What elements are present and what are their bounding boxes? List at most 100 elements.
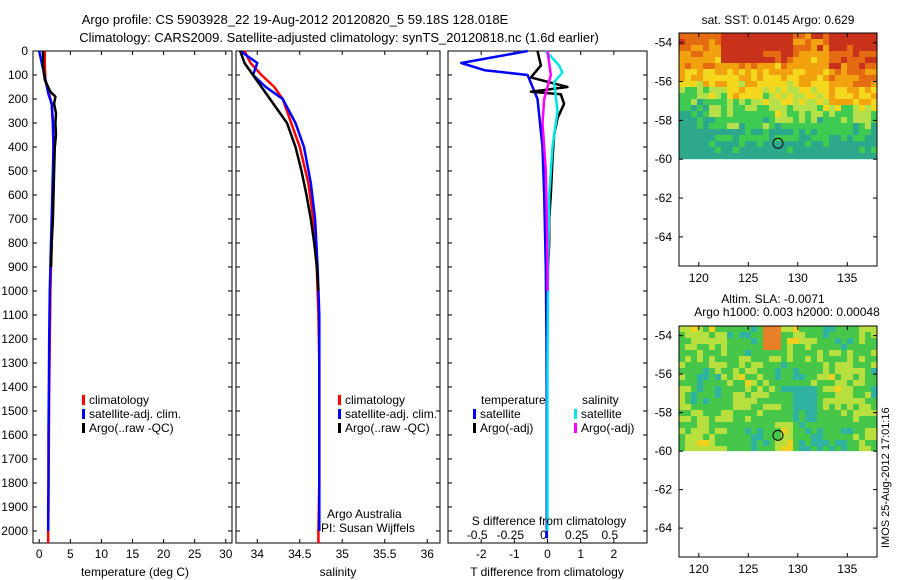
- map-cell: [727, 51, 733, 57]
- map-cell: [853, 350, 859, 356]
- map-cell: [829, 326, 835, 332]
- map-cell: [763, 428, 769, 434]
- map-cell: [715, 33, 721, 39]
- map-cell: [793, 362, 799, 368]
- map-cell: [691, 135, 697, 141]
- depth-tick-label: 200: [8, 92, 28, 106]
- legend-label: Argo(-adj): [480, 421, 533, 435]
- map-cell: [781, 81, 787, 87]
- map-cell: [859, 362, 865, 368]
- map-cell: [739, 392, 745, 398]
- map-cell: [769, 398, 775, 404]
- map-cell: [769, 350, 775, 356]
- map-cell: [793, 153, 799, 159]
- map-cell: [835, 57, 841, 63]
- map-cell: [835, 81, 841, 87]
- map-cell: [679, 129, 685, 135]
- map-cell: [697, 368, 703, 374]
- map-cell: [871, 75, 877, 81]
- map-cell: [829, 368, 835, 374]
- map-cell: [745, 356, 751, 362]
- map-cell: [781, 57, 787, 63]
- map-cell: [805, 45, 811, 51]
- map-cell: [823, 75, 829, 81]
- map-cell: [787, 392, 793, 398]
- map-cell: [715, 404, 721, 410]
- map-cell: [721, 75, 727, 81]
- map-cell: [763, 141, 769, 147]
- map-cell: [799, 356, 805, 362]
- map-cell: [679, 69, 685, 75]
- map-cell: [763, 368, 769, 374]
- map-cell: [751, 410, 757, 416]
- map-cell: [709, 57, 715, 63]
- map-cell: [745, 446, 751, 452]
- map-cell: [823, 350, 829, 356]
- map-cell: [793, 123, 799, 129]
- map-cell: [817, 332, 823, 338]
- map-cell: [799, 338, 805, 344]
- map-cell: [727, 386, 733, 392]
- map-cell: [799, 135, 805, 141]
- map-cell: [787, 45, 793, 51]
- map-cell: [865, 332, 871, 338]
- map-cell: [727, 344, 733, 350]
- map-cell: [859, 147, 865, 153]
- map-cell: [727, 374, 733, 380]
- map-cell: [847, 332, 853, 338]
- map-cell: [763, 434, 769, 440]
- map-cell: [781, 99, 787, 105]
- depth-tick-label: 0: [21, 44, 28, 58]
- map-cell: [769, 63, 775, 69]
- map-cell: [775, 63, 781, 69]
- map-cell: [709, 63, 715, 69]
- map-cell: [715, 356, 721, 362]
- map-cell: [697, 374, 703, 380]
- map-cell: [685, 117, 691, 123]
- map-cell: [841, 434, 847, 440]
- map-cell: [799, 75, 805, 81]
- map-cell: [709, 51, 715, 57]
- map-cell: [823, 392, 829, 398]
- map-cell: [715, 398, 721, 404]
- map-cell: [853, 111, 859, 117]
- map-cell: [697, 380, 703, 386]
- map-cell: [847, 63, 853, 69]
- x-tick-label: 15: [126, 547, 140, 561]
- map-cell: [835, 75, 841, 81]
- map-cell: [691, 129, 697, 135]
- map-cell: [769, 338, 775, 344]
- map-cell: [781, 123, 787, 129]
- map-cell: [763, 416, 769, 422]
- map-cell: [685, 446, 691, 452]
- map-cell: [829, 416, 835, 422]
- map-cell: [691, 374, 697, 380]
- map-cell: [703, 75, 709, 81]
- map-cell: [787, 93, 793, 99]
- map-cell: [817, 356, 823, 362]
- map-cell: [847, 440, 853, 446]
- map-cell: [787, 368, 793, 374]
- map-cell: [865, 105, 871, 111]
- map-cell: [745, 105, 751, 111]
- map-cell: [799, 398, 805, 404]
- map-cell: [805, 99, 811, 105]
- map-cell: [721, 39, 727, 45]
- map-cell: [805, 81, 811, 87]
- map-cell: [733, 374, 739, 380]
- legend-swatch: [82, 395, 85, 405]
- map-cell: [793, 39, 799, 45]
- map-cell: [733, 69, 739, 75]
- map-cell: [871, 380, 877, 386]
- map-cell: [751, 434, 757, 440]
- map-cell: [781, 105, 787, 111]
- legend-heading: salinity: [582, 393, 619, 407]
- salinity-panel: 34 34.5 35 35.5 36 salinity climatologysatel…: [235, 49, 441, 579]
- lon-tick-label: 120: [689, 271, 709, 285]
- map-cell: [709, 39, 715, 45]
- map-cell: [787, 141, 793, 147]
- map-cell: [865, 368, 871, 374]
- map-cell: [697, 422, 703, 428]
- sst-map-image: [679, 33, 877, 160]
- map-cell: [775, 57, 781, 63]
